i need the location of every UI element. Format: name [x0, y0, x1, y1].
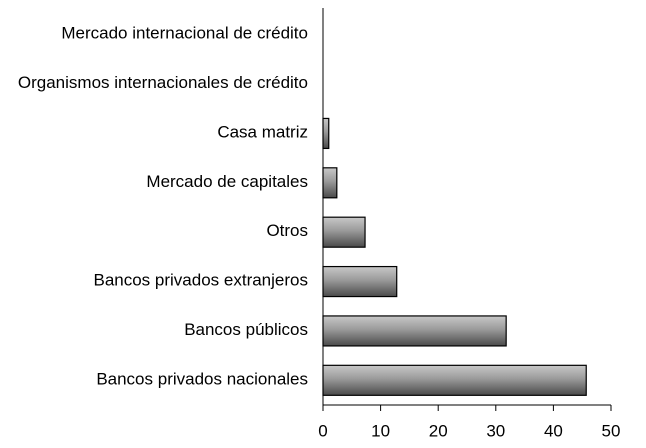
y-tick-label: Bancos privados nacionales: [96, 370, 308, 389]
label-line: Mercado de capitales: [146, 172, 308, 191]
x-tick-label: 40: [544, 421, 563, 440]
label-line: Bancos privados extranjeros: [93, 271, 308, 290]
bar: [322, 117, 330, 150]
y-tick-label: Casa matriz: [217, 123, 308, 142]
label-line: Bancos públicos: [184, 320, 308, 339]
label-line: Otros: [266, 222, 308, 241]
x-tick-label: 20: [429, 421, 448, 440]
bar: [322, 216, 366, 248]
label-line: Mercado internacional de crédito: [61, 24, 308, 43]
y-tick-label: Otros: [266, 222, 308, 241]
bar: [322, 265, 398, 298]
label-line: Casa matriz: [217, 123, 308, 142]
y-tick-label: Mercado internacional de crédito: [61, 24, 308, 43]
x-tick-label: 50: [602, 421, 621, 440]
y-tick-label: Bancos públicos: [184, 320, 308, 339]
y-tick-label: Bancos privados extranjeros: [93, 271, 308, 290]
bar: [322, 315, 507, 347]
x-tick-label: 0: [318, 421, 327, 440]
bar: [322, 364, 587, 396]
x-tick-label: 30: [486, 421, 505, 440]
y-tick-label: Organismos internacionales de crédito: [18, 74, 308, 93]
x-tick-label: 10: [371, 421, 390, 440]
bar: [322, 167, 338, 199]
y-tick-label: Mercado de capitales: [146, 172, 308, 191]
label-line: Organismos internacionales de crédito: [18, 74, 308, 93]
label-line: Bancos privados nacionales: [96, 370, 308, 389]
